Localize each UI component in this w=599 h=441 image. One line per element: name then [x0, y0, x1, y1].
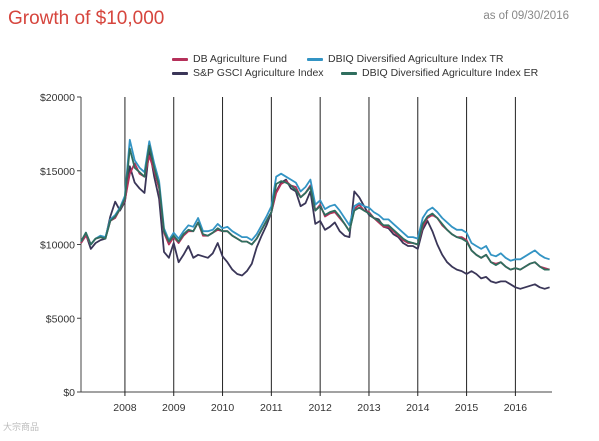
series-line-dbiq-diversified-agriculture-index-tr: [80, 138, 550, 262]
series-line-db-agriculture-fund: [80, 155, 550, 271]
x-tick-label: 2011: [260, 402, 283, 414]
watermark-text: 大宗商品: [3, 422, 40, 432]
x-tick-label: 2013: [357, 402, 381, 414]
series-line-dbiq-diversified-agriculture-index-er: [80, 144, 550, 271]
series-line-s-p-gsci-agriculture-index: [80, 147, 550, 290]
y-tick-label: $20000: [40, 92, 75, 104]
y-tick-label: $5000: [46, 313, 75, 325]
y-tick-label: $10000: [40, 240, 75, 252]
legend-label: DB Agriculture Fund: [193, 53, 287, 65]
legend-item-dbiq-tr: DBIQ Diversified Agriculture Index TR: [307, 53, 503, 65]
as-of-date: as of 09/30/2016: [483, 10, 569, 22]
legend-label: S&P GSCI Agriculture Index: [193, 67, 324, 79]
legend-label: DBIQ Diversified Agriculture Index TR: [328, 53, 504, 65]
legend-swatch: [172, 57, 188, 61]
x-tick-label: 2012: [308, 402, 332, 414]
legend-item-db-agriculture-fund: DB Agriculture Fund: [172, 53, 287, 65]
x-tick-label: 2008: [113, 402, 137, 414]
x-tick-label: 2014: [406, 402, 430, 414]
x-tick-label: 2010: [211, 402, 235, 414]
y-tick-label: $15000: [40, 166, 75, 178]
legend-label: DBIQ Diversified Agriculture Index ER: [362, 67, 539, 79]
x-tick-label: 2016: [504, 402, 528, 414]
legend-swatch: [307, 57, 323, 61]
legend-item-dbiq-er: DBIQ Diversified Agriculture Index ER: [341, 67, 538, 79]
legend-swatch: [172, 71, 188, 75]
x-tick-label: 2009: [162, 402, 186, 414]
chart-title: Growth of $10,000: [8, 8, 165, 29]
x-tick-label: 2015: [455, 402, 479, 414]
y-tick-label: $0: [63, 387, 75, 399]
legend-swatch: [341, 71, 357, 75]
legend-item-sp-gsci: S&P GSCI Agriculture Index: [172, 67, 324, 79]
